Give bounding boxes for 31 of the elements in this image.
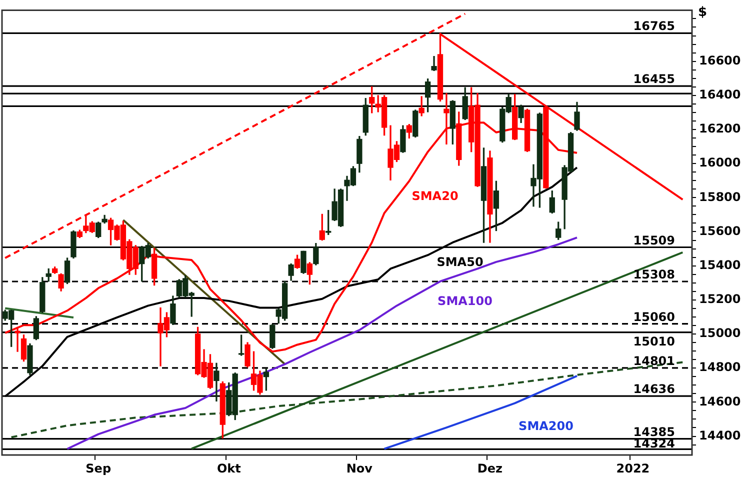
x-tick-label: Okt	[216, 461, 242, 476]
y-tick-label: 15200	[699, 292, 741, 306]
ref-line-label: 14801	[633, 354, 675, 368]
y-tick-label: 14800	[699, 360, 741, 374]
x-tick-label: Nov	[346, 461, 373, 476]
y-tick-label: 15600	[699, 224, 741, 238]
ref-line-label: 15509	[633, 233, 675, 248]
y-tick-label: 16600	[699, 53, 741, 68]
y-tick-label: 16000	[699, 156, 741, 170]
x-tick-label: Sep	[86, 461, 112, 476]
y-tick-label: 16400	[699, 88, 741, 102]
ref-line-label: 14636	[633, 382, 675, 396]
y-tick-label: 15000	[699, 326, 741, 340]
ref-line-label: 16455	[633, 72, 675, 86]
series-label: SMA100	[438, 294, 492, 308]
y-tick-label: 16200	[699, 122, 741, 136]
series-label: SMA200	[518, 419, 574, 433]
series-label: SMA50	[436, 255, 484, 269]
ref-line-label: 15308	[633, 268, 675, 282]
y-tick-label: 14400	[699, 428, 741, 442]
x-tick-label: 2022	[616, 461, 650, 476]
ref-line-label: 15010	[633, 334, 675, 348]
ref-line-label: 14385	[633, 424, 675, 439]
x-tick-label: Dez	[477, 461, 503, 476]
y-tick-label: 15800	[699, 190, 741, 204]
ref-line-label: 16765	[633, 19, 675, 34]
y-tick-label: 15400	[699, 258, 741, 272]
y-tick-label: 14600	[699, 394, 741, 408]
series-label: SMA20	[412, 189, 458, 203]
ref-line-label: 15060	[633, 310, 675, 324]
y-axis-title: $	[698, 5, 708, 20]
